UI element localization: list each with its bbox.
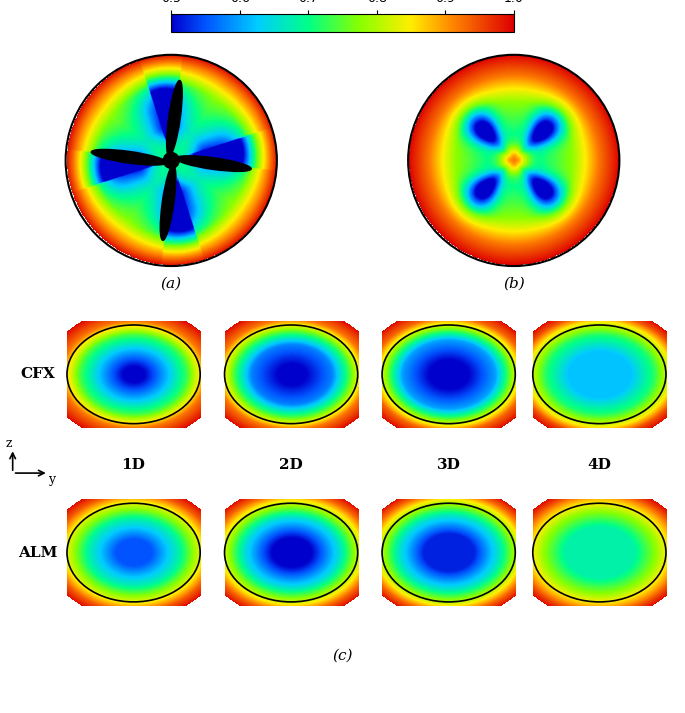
Circle shape — [163, 153, 179, 168]
Ellipse shape — [160, 165, 176, 240]
Text: 4D: 4D — [588, 458, 611, 472]
Ellipse shape — [166, 81, 182, 156]
Text: z: z — [5, 437, 12, 451]
Text: 2D: 2D — [279, 458, 303, 472]
Ellipse shape — [91, 150, 166, 165]
Text: ALM: ALM — [18, 545, 58, 560]
Text: 3D: 3D — [437, 458, 460, 472]
Ellipse shape — [176, 155, 251, 171]
Text: 1D: 1D — [122, 458, 145, 472]
Text: (c): (c) — [332, 649, 353, 662]
Text: (b): (b) — [503, 277, 525, 290]
Text: y: y — [47, 473, 55, 486]
Text: (a): (a) — [161, 277, 182, 290]
Text: CFX: CFX — [21, 367, 55, 381]
